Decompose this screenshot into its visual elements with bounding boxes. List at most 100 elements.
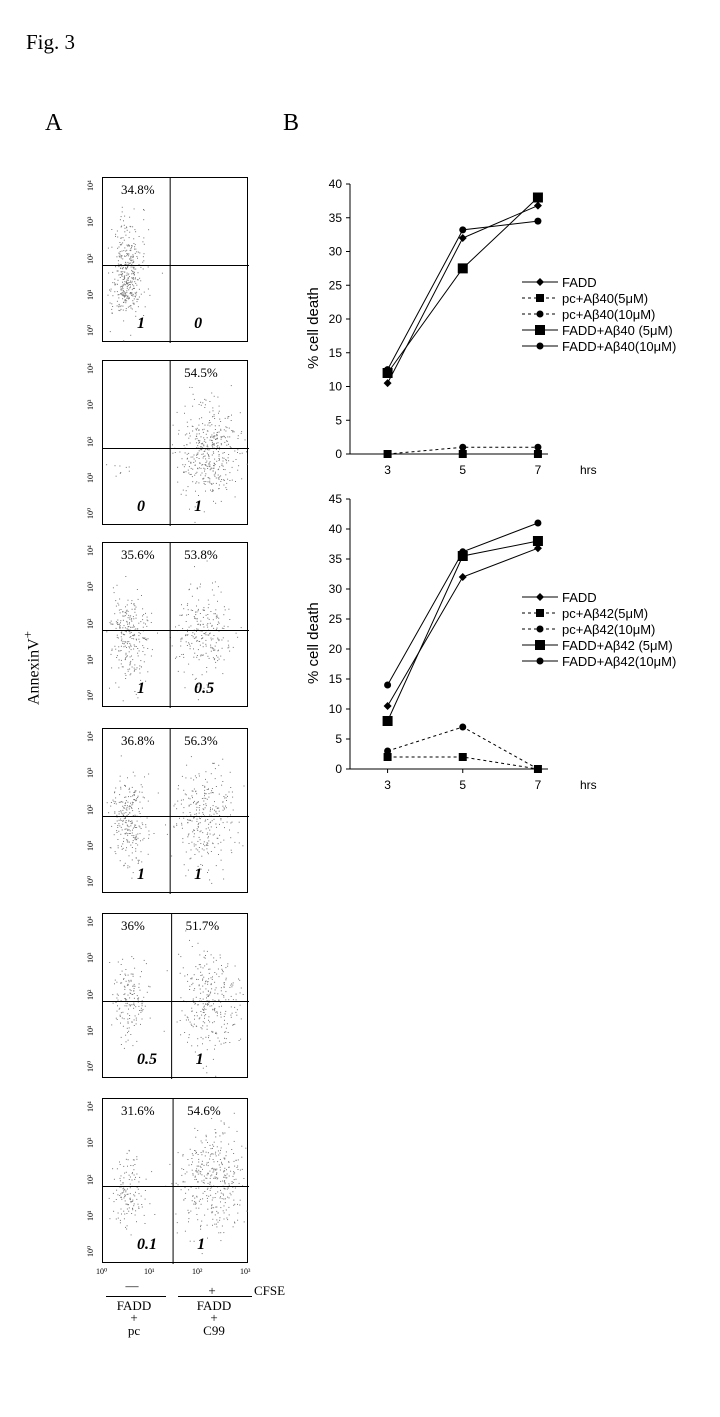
y-tick-label: 10³ — [86, 1137, 95, 1149]
y-tick-label: 40 — [329, 522, 343, 536]
legend-marker — [535, 325, 545, 335]
upper-left-percent: 31.6% — [121, 1103, 155, 1118]
data-point — [532, 192, 543, 203]
data-point — [533, 201, 542, 210]
y-tick-label: 10⁰ — [86, 1245, 95, 1257]
upper-right-percent: 54.6% — [187, 1103, 221, 1118]
y-tick-label: 10³ — [86, 581, 95, 593]
upper-right-percent: 56.3% — [184, 733, 218, 748]
legend-marker — [536, 657, 544, 665]
data-point — [383, 702, 392, 710]
data-point — [533, 544, 542, 553]
y-tick-label: 10³ — [86, 216, 95, 228]
lower-left-ratio: 0.5 — [137, 1051, 157, 1068]
annexin-label-text: AnnexinV — [25, 638, 43, 705]
upper-right-percent: 54.5% — [184, 365, 218, 380]
x-tick-label: 10¹ — [144, 1267, 155, 1276]
y-tick-label: 10 — [329, 702, 343, 716]
series-line — [387, 756, 539, 770]
lower-left-ratio: 0.1 — [137, 1236, 157, 1253]
y-tick-label: 40 — [329, 177, 343, 191]
lower-right-ratio: 1 — [194, 498, 203, 515]
data-point — [384, 681, 392, 689]
series-line — [387, 540, 539, 722]
flow-plot: 31.6% 54.6% 0.1 1 — [102, 1098, 249, 1264]
upper-left-percent: 36.8% — [121, 733, 155, 748]
y-tick-label: 45 — [329, 492, 343, 506]
data-point — [458, 234, 467, 242]
y-tick-label: 15 — [329, 672, 343, 686]
data-point — [532, 536, 543, 546]
y-tick-label: 25 — [329, 278, 343, 292]
data-point — [459, 723, 467, 731]
annexin-label-sup: + — [20, 631, 35, 639]
left-condition-line2: pc — [127, 1323, 141, 1338]
series-line — [387, 446, 538, 455]
y-tick-label: 10⁰ — [86, 324, 95, 336]
y-tick-label: 10⁴ — [86, 731, 95, 742]
y-tick-label: 10¹ — [86, 1210, 95, 1221]
upper-left-percent: 36% — [121, 918, 145, 933]
y-tick-label: 10² — [86, 253, 95, 264]
series-line — [387, 726, 539, 770]
y-tick-label: 10⁴ — [86, 363, 95, 374]
y-tick-label: 10⁴ — [86, 916, 95, 927]
data-point — [384, 747, 392, 755]
left-condition-sign: — — [125, 1278, 139, 1293]
event-dots — [107, 206, 163, 342]
y-tick-label: 15 — [329, 346, 343, 360]
event-dots — [109, 930, 244, 1077]
legend-label: FADD — [562, 275, 597, 290]
legend-marker — [536, 593, 544, 601]
y-tick-label: 10² — [86, 618, 95, 629]
flow-plot: 36% 51.7% 0.5 1 — [102, 913, 249, 1079]
x-tick-label: 5 — [459, 778, 466, 792]
series-line — [387, 522, 539, 686]
y-tick-label: 10² — [86, 436, 95, 447]
lower-right-ratio: 1 — [195, 1051, 204, 1068]
x-tick-label: 10⁰ — [96, 1267, 108, 1276]
flow-plot: 54.5% 0 1 — [102, 360, 249, 526]
legend-marker — [536, 342, 544, 350]
left-condition-line1: FADD — [116, 1298, 152, 1313]
series-line — [387, 547, 539, 707]
y-tick-label: 25 — [329, 612, 343, 626]
right-condition-line2: C99 — [203, 1323, 225, 1338]
flow-scatter — [103, 914, 249, 1079]
y-tick-label: 10¹ — [86, 654, 95, 665]
annexin-axis-label: AnnexinV+ — [20, 631, 43, 705]
legend-label: pc+Aβ42(10μM) — [562, 622, 655, 637]
data-point — [458, 573, 467, 581]
data-point — [534, 519, 542, 527]
legend-label: pc+Aβ42(5μM) — [562, 606, 648, 621]
y-tick-label: 10 — [329, 380, 343, 394]
upper-right-percent: 53.8% — [184, 547, 218, 562]
y-tick-label: 10² — [86, 1174, 95, 1185]
legend-label: FADD+Aβ40(10μM) — [562, 339, 676, 354]
legend-label: FADD+Aβ42 (5μM) — [562, 638, 673, 653]
left-condition-plus: + — [130, 1310, 138, 1325]
upper-right-percent: 51.7% — [185, 918, 220, 933]
x-tick-label: 10³ — [240, 1267, 251, 1276]
data-point — [383, 753, 392, 761]
x-tick-label: 3 — [384, 778, 391, 792]
lower-right-ratio: 0.5 — [194, 680, 215, 697]
legend-label: FADD+Aβ42(10μM) — [562, 654, 676, 669]
y-tick-label: 10¹ — [86, 472, 95, 483]
y-tick-label: 35 — [329, 552, 343, 566]
event-dots — [106, 560, 242, 702]
lower-right-ratio: 1 — [194, 866, 203, 883]
x-tick-label: 3 — [384, 463, 391, 477]
data-point — [459, 226, 467, 234]
event-dots — [106, 373, 248, 523]
y-tick-label: 20 — [329, 642, 343, 656]
data-point — [533, 450, 542, 458]
y-tick-label: 10⁴ — [86, 1101, 95, 1112]
data-point — [384, 366, 392, 374]
lower-left-ratio: 1 — [137, 680, 145, 697]
y-tick-label: 10¹ — [86, 840, 95, 851]
upper-left-percent: 34.8% — [121, 182, 155, 197]
lower-right-ratio: 0 — [194, 315, 203, 332]
data-point — [383, 379, 392, 388]
